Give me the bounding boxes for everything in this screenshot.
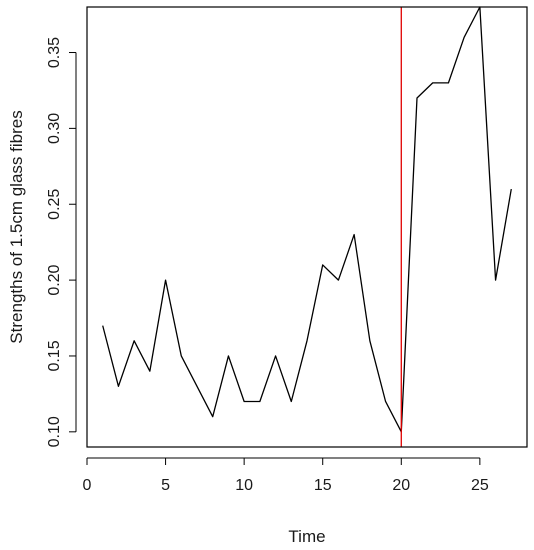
x-axis-title: Time	[288, 527, 325, 546]
plot-frame	[86, 6, 528, 448]
y-tick-label: 0.20	[46, 264, 63, 295]
y-tick-label: 0.15	[46, 340, 63, 371]
y-axis-title: Strengths of 1.5cm glass fibres	[7, 110, 26, 343]
x-tick-label: 10	[235, 477, 253, 494]
y-axis: 0.10 0.15 0.20 0.25 0.30 0.35	[46, 37, 77, 447]
x-tick-label: 0	[83, 477, 92, 494]
y-tick-label: 0.25	[46, 189, 63, 220]
x-tick-label: 20	[392, 477, 410, 494]
x-tick-label: 15	[314, 477, 332, 494]
y-tick-label: 0.35	[46, 37, 63, 68]
x-tick-label: 5	[161, 477, 170, 494]
x-tick-label: 25	[471, 477, 489, 494]
x-axis: 0 5 10 15 20 25	[83, 457, 489, 494]
series-line	[102, 6, 512, 433]
y-tick-label: 0.10	[46, 416, 63, 447]
y-tick-label: 0.30	[46, 113, 63, 144]
series-group	[102, 6, 512, 433]
